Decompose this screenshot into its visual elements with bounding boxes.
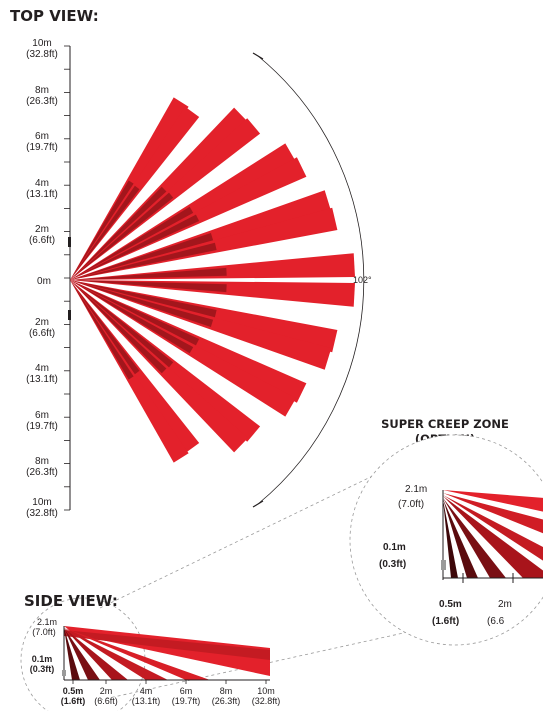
- beam-core: [70, 280, 174, 368]
- zoom-beam: [443, 493, 543, 534]
- side-tick-label: 8m: [220, 686, 233, 696]
- tick-label: (26.3ft): [26, 96, 58, 107]
- beam-core: [70, 214, 200, 280]
- top-view-axis: [64, 45, 71, 511]
- zoom-beam: [443, 500, 458, 578]
- side-beam-short: [64, 628, 128, 680]
- side-tick-label: (13.1ft): [132, 696, 161, 706]
- beam: [70, 190, 332, 280]
- beam-core: [70, 267, 227, 280]
- side-tick-label: (26.3ft): [212, 696, 241, 706]
- zoom-beam: [443, 499, 478, 578]
- tick-label: 8m: [35, 85, 49, 96]
- beam-core: [70, 186, 167, 280]
- side-tick-label: 6m: [180, 686, 193, 696]
- tick-label: 10m: [32, 497, 51, 508]
- tick-label: 8m: [35, 456, 49, 467]
- beam-core: [70, 280, 227, 293]
- tick-label: 4m: [35, 178, 49, 189]
- zoom-tick-b-m: 2m: [498, 599, 512, 610]
- tick-label: (26.3ft): [26, 467, 58, 478]
- zoom-beam: [443, 496, 543, 578]
- side-view: 2.1m (7.0ft) 0.1m (0.3ft) 0.5m (1.6ft) 2…: [30, 617, 281, 706]
- tick-label: (13.1ft): [26, 189, 58, 200]
- beam-core: [70, 206, 194, 280]
- beam: [70, 207, 338, 280]
- zoom-low-ft: (0.3ft): [379, 559, 406, 570]
- beam-core: [70, 280, 167, 374]
- side-low-m: 0.1m: [32, 654, 53, 664]
- tick-label: 10m: [32, 38, 51, 49]
- beam-core: [70, 280, 217, 318]
- tick-label: (32.8ft): [26, 508, 58, 519]
- top-view-fan: [70, 97, 355, 463]
- tick-label: (13.1ft): [26, 374, 58, 385]
- tick-label: (19.7ft): [26, 421, 58, 432]
- tick-label: (32.8ft): [26, 49, 58, 60]
- side-height-ft: (7.0ft): [32, 627, 56, 637]
- beam: [70, 280, 355, 307]
- beam: [70, 280, 332, 370]
- beam: [70, 253, 355, 280]
- side-tick-label: 2m: [100, 686, 113, 696]
- tick-label: (6.6ft): [29, 235, 55, 246]
- side-tick-label: (32.8ft): [252, 696, 281, 706]
- side-height-m: 2.1m: [37, 617, 57, 627]
- zoom-connectors: [20, 469, 409, 711]
- zoom-beam: [443, 490, 543, 512]
- tick-label: (19.7ft): [26, 142, 58, 153]
- tick-label: 4m: [35, 363, 49, 374]
- beam-core: [70, 185, 140, 280]
- side-beam-short: [64, 628, 100, 680]
- beam-core: [70, 233, 214, 280]
- zoom-circle: 2.1m (7.0ft) 0.1m (0.3ft) 0.5m (1.6ft) 2…: [349, 434, 543, 646]
- zoom-beam: [443, 498, 506, 578]
- zoom-height-ft: (7.0ft): [398, 499, 424, 510]
- angle-label: 102°: [353, 275, 372, 285]
- side-tick-label: 0.5m: [63, 686, 84, 696]
- zoom-tick-a-m: 0.5m: [439, 599, 462, 610]
- beam-core: [70, 280, 134, 380]
- beam-core: [70, 280, 200, 346]
- side-tick-label: (6.6ft): [94, 696, 118, 706]
- beam-core: [70, 280, 194, 354]
- zoom-tick-b-ft: (6.6: [487, 616, 505, 627]
- zoom-beam: [443, 495, 543, 562]
- tick-label: 2m: [35, 317, 49, 328]
- beam-core: [70, 180, 134, 280]
- side-beam-short: [64, 628, 168, 680]
- top-view-tick-labels: 10m (32.8ft) 8m (26.3ft) 6m (19.7ft) 4m …: [26, 38, 58, 519]
- side-tick-label: (19.7ft): [172, 696, 201, 706]
- tick-label-zero: 0m: [37, 276, 51, 287]
- zoom-low-m: 0.1m: [383, 542, 406, 553]
- angle-indicator: 102°: [252, 52, 372, 508]
- beam-core: [70, 242, 217, 280]
- beam-core: [70, 192, 174, 280]
- zoom-tick-a-ft: (1.6ft): [432, 616, 459, 627]
- beam-core: [70, 280, 140, 375]
- tick-label: 2m: [35, 224, 49, 235]
- side-tick-label: 10m: [257, 686, 275, 696]
- tick-label: (6.6ft): [29, 328, 55, 339]
- zoom-height-m: 2.1m: [405, 484, 427, 495]
- side-beam-short: [64, 628, 210, 680]
- side-view-title: SIDE VIEW:: [24, 592, 118, 610]
- top-view-title: TOP VIEW:: [10, 7, 99, 25]
- side-beam-long-2: [64, 630, 270, 660]
- super-creep-zone-title: SUPER CREEP ZONE: [381, 417, 509, 431]
- tick-label: 6m: [35, 410, 49, 421]
- beam-core: [70, 280, 214, 327]
- side-tick-label: 4m: [140, 686, 153, 696]
- side-low-ft: (0.3ft): [30, 664, 55, 674]
- tick-label: 6m: [35, 131, 49, 142]
- side-tick-label: (1.6ft): [61, 696, 86, 706]
- side-beam-short: [64, 628, 80, 680]
